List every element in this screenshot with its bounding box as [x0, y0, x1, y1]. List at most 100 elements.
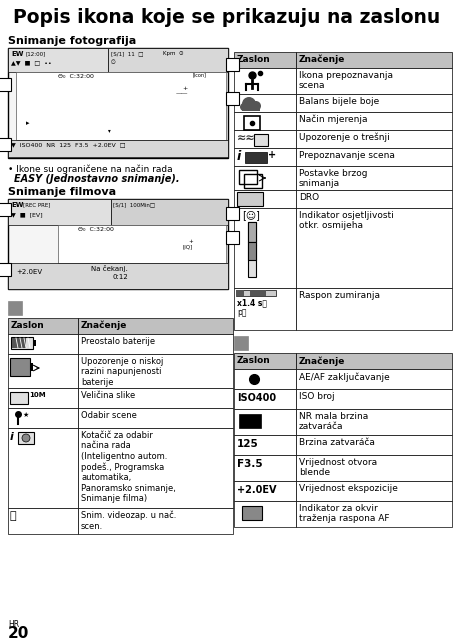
Bar: [239, 414, 261, 428]
Text: 2: 2: [0, 139, 4, 148]
Bar: [8, 334, 78, 354]
Bar: [16, 72, 226, 140]
Bar: [8, 140, 228, 157]
Text: Raspon zumiranja: Raspon zumiranja: [299, 291, 380, 300]
Bar: [242, 506, 262, 520]
Bar: [296, 130, 452, 148]
Text: Indikator osjetljivosti
otkr. osmijeha: Indikator osjetljivosti otkr. osmijeha: [299, 211, 394, 230]
Bar: [296, 369, 452, 389]
Text: Indikator za okvir
traženja raspona AF: Indikator za okvir traženja raspona AF: [299, 504, 390, 524]
Text: EW: EW: [11, 51, 24, 57]
Text: ▼  ■  [EV]: ▼ ■ [EV]: [11, 212, 43, 217]
Bar: [226, 207, 239, 220]
Text: Popis ikona koje se prikazuju na zaslonu: Popis ikona koje se prikazuju na zaslonu: [13, 8, 441, 27]
Bar: [296, 52, 452, 68]
Text: NR: NR: [240, 415, 257, 425]
Circle shape: [22, 434, 30, 442]
Text: Prepoznavanje scena: Prepoznavanje scena: [299, 151, 395, 160]
Text: 20: 20: [8, 626, 30, 640]
Text: DRO: DRO: [238, 193, 253, 198]
Text: [S/1]  100Min□: [S/1] 100Min□: [113, 202, 155, 207]
Text: i: i: [10, 432, 14, 442]
Text: [☺]: [☺]: [242, 210, 260, 220]
Text: Vrijednost ekspozicije: Vrijednost ekspozicije: [299, 484, 398, 493]
Bar: [244, 174, 262, 188]
Text: Snimanje filmova: Snimanje filmova: [8, 187, 116, 197]
Text: Zaslon: Zaslon: [237, 356, 271, 365]
Bar: [8, 199, 111, 225]
Text: +: +: [268, 150, 276, 160]
Bar: [234, 455, 296, 481]
Text: Značenje: Značenje: [299, 55, 345, 65]
Text: 3: 3: [227, 208, 232, 217]
Text: Na čekanj.: Na čekanj.: [91, 265, 128, 272]
Text: ▼  ISO400  NR  125  F3.5  +2.0EV  □: ▼ ISO400 NR 125 F3.5 +2.0EV □: [11, 142, 126, 147]
Bar: [10, 392, 28, 404]
Bar: [296, 435, 452, 455]
Bar: [234, 288, 296, 330]
Bar: [111, 199, 228, 225]
Bar: [8, 199, 228, 289]
Bar: [11, 337, 33, 349]
Bar: [234, 130, 296, 148]
Bar: [296, 68, 452, 94]
Bar: [296, 94, 452, 112]
Bar: [242, 106, 260, 111]
Text: NR mala brzina
zatvaráča: NR mala brzina zatvaráča: [299, 412, 368, 431]
Text: 1: 1: [0, 204, 4, 213]
Bar: [248, 222, 256, 277]
Text: ∅: ∅: [111, 60, 116, 65]
Bar: [234, 336, 248, 350]
Text: 4:3: 4:3: [11, 393, 21, 398]
Bar: [234, 208, 296, 288]
Bar: [234, 409, 296, 435]
Text: Odabir scene: Odabir scene: [81, 411, 137, 420]
Bar: [234, 52, 296, 68]
Text: ▾: ▾: [108, 128, 111, 133]
Bar: [296, 166, 452, 190]
Bar: [234, 166, 296, 190]
Text: STD: STD: [238, 199, 248, 204]
Text: p🔍: p🔍: [237, 308, 247, 317]
Text: Upozorenje o trešnji: Upozorenje o trešnji: [299, 133, 390, 143]
Text: +
[IQ]: + [IQ]: [183, 239, 193, 250]
Bar: [78, 334, 233, 354]
Text: ▲▼  ■  □  ••: ▲▼ ■ □ ••: [11, 60, 52, 65]
Bar: [108, 48, 228, 72]
Bar: [234, 369, 296, 389]
Bar: [245, 152, 267, 163]
Bar: [296, 389, 452, 409]
Bar: [0, 78, 11, 91]
Text: +2.0EV: +2.0EV: [237, 485, 276, 495]
Bar: [78, 388, 233, 408]
Bar: [8, 318, 78, 334]
Text: Kotačič za odabir
načina rada
(Inteligentno autom.
podeš., Programska
automatika: Kotačič za odabir načina rada (Inteligen…: [81, 431, 176, 503]
Text: 🎥: 🎥: [10, 511, 17, 521]
Bar: [8, 301, 22, 315]
Text: i: i: [237, 150, 241, 163]
Bar: [58, 225, 226, 263]
Text: DRO: DRO: [299, 193, 319, 202]
Bar: [18, 432, 34, 444]
Bar: [226, 92, 239, 105]
Bar: [10, 358, 30, 376]
Bar: [12, 338, 26, 348]
Bar: [234, 112, 296, 130]
Text: ISO400: ISO400: [237, 393, 276, 403]
Bar: [8, 388, 78, 408]
Text: Θ₀  C:32:00: Θ₀ C:32:00: [78, 227, 114, 232]
Text: SCN: SCN: [246, 153, 263, 162]
Bar: [8, 354, 78, 388]
Text: [REC PRE]: [REC PRE]: [23, 202, 50, 207]
Bar: [234, 501, 296, 527]
Bar: [0, 263, 11, 276]
Bar: [236, 290, 276, 296]
Bar: [234, 389, 296, 409]
Text: ISO broj: ISO broj: [299, 392, 335, 401]
Text: +2.0EV: +2.0EV: [16, 269, 42, 275]
Bar: [296, 409, 452, 435]
Bar: [226, 231, 239, 244]
Text: Značenje: Značenje: [299, 356, 345, 365]
Text: Veličina slike: Veličina slike: [81, 391, 135, 400]
Bar: [30, 363, 33, 371]
